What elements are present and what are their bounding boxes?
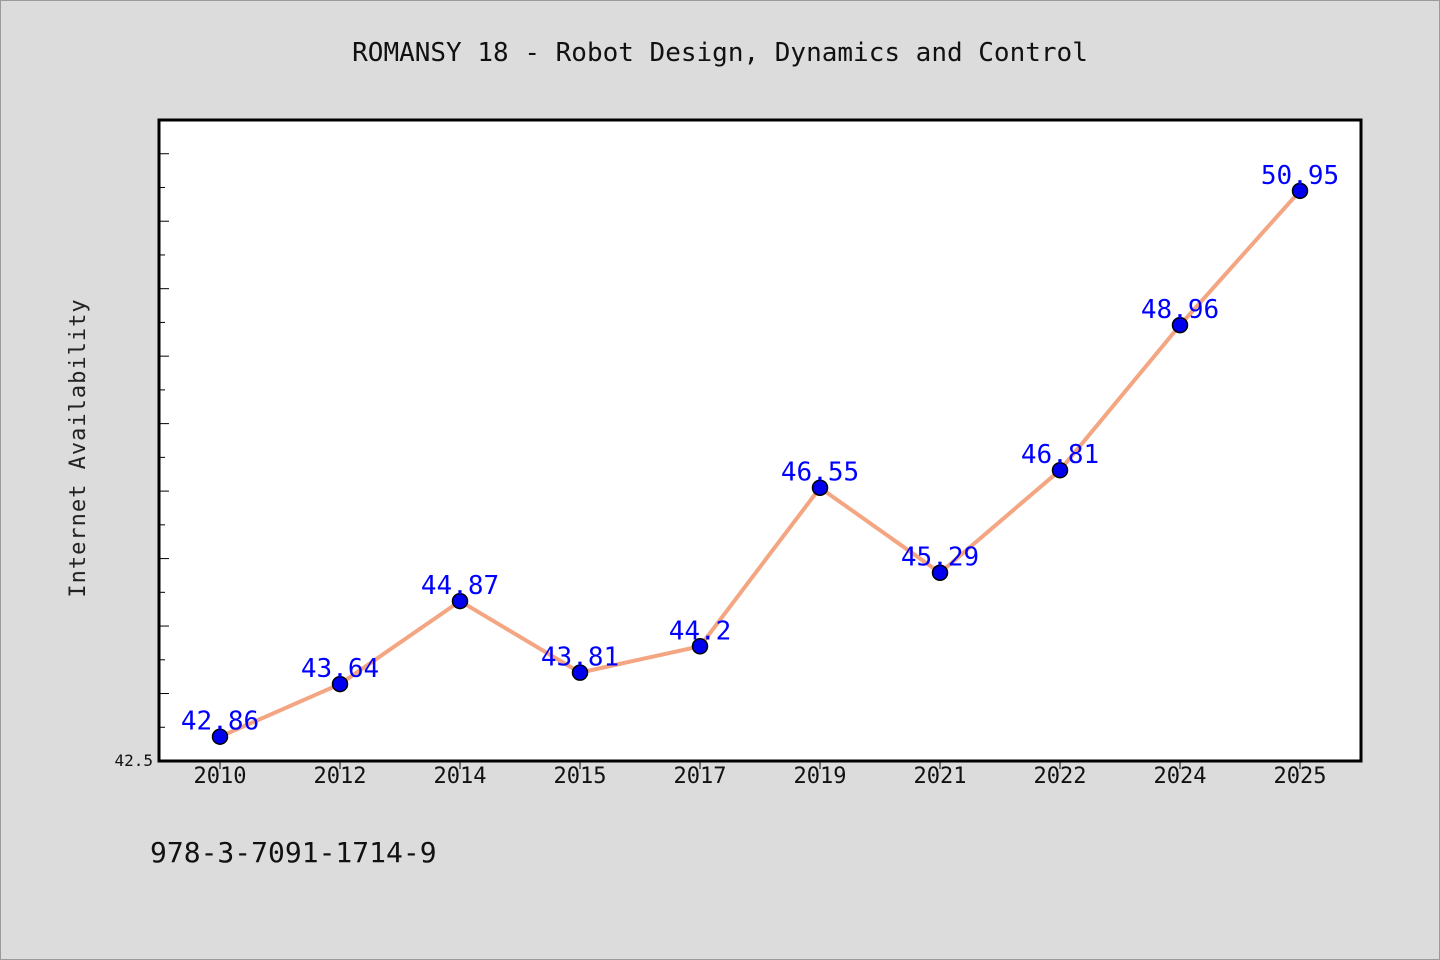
series-layer: 42.86 43.64 44.87 43.81 44.2 46.55 45.29 46.81 4…	[181, 161, 1339, 745]
data-point	[931, 564, 949, 581]
data-label: 43.64	[301, 654, 379, 684]
data-point	[691, 638, 709, 655]
data-label: 45.29	[901, 543, 979, 573]
data-label: 42.86	[181, 707, 259, 737]
data-point	[571, 664, 589, 681]
isbn-text: 978-3-7091-1714-9	[150, 836, 437, 869]
data-label: 46.81	[1021, 440, 1099, 470]
x-tick-label: 2022	[1034, 764, 1087, 789]
y-axis-ticks: 42.5	[114, 751, 153, 770]
y-axis-label: Internet Availability	[66, 298, 91, 597]
data-label: 50.95	[1261, 161, 1339, 191]
chart-title: ROMANSY 18 - Robot Design, Dynamics and …	[352, 38, 1088, 68]
x-tick-label: 2019	[794, 764, 847, 789]
x-tick-label: 2025	[1274, 764, 1327, 789]
data-label: 43.81	[541, 643, 619, 673]
data-point	[1051, 461, 1069, 479]
plot-area	[159, 120, 1361, 761]
data-label: 44.87	[421, 571, 499, 601]
x-axis-ticks: 2010 2012 2014 2015 2017 2019 2021 2022 2024 2025	[194, 761, 1327, 789]
data-point	[811, 479, 829, 496]
plot-frame	[157, 118, 1363, 763]
data-label: 48.96	[1141, 295, 1219, 325]
data-label: 44.2	[669, 616, 732, 646]
data-point	[1171, 316, 1189, 334]
data-point	[451, 592, 469, 610]
x-tick-label: 2012	[314, 764, 367, 789]
x-tick-label: 2024	[1154, 764, 1207, 789]
x-tick-label: 2010	[194, 764, 247, 789]
x-tick-label: 2014	[434, 764, 487, 789]
data-point	[331, 675, 349, 693]
x-tick-label: 2021	[914, 764, 967, 789]
x-tick-label: 2017	[674, 764, 727, 789]
data-label: 46.55	[781, 458, 859, 488]
data-point	[1291, 182, 1309, 200]
x-tick-label: 2015	[554, 764, 607, 789]
series-line	[218, 188, 1302, 739]
y-tick-label: 42.5	[114, 751, 153, 770]
data-point	[211, 728, 229, 745]
